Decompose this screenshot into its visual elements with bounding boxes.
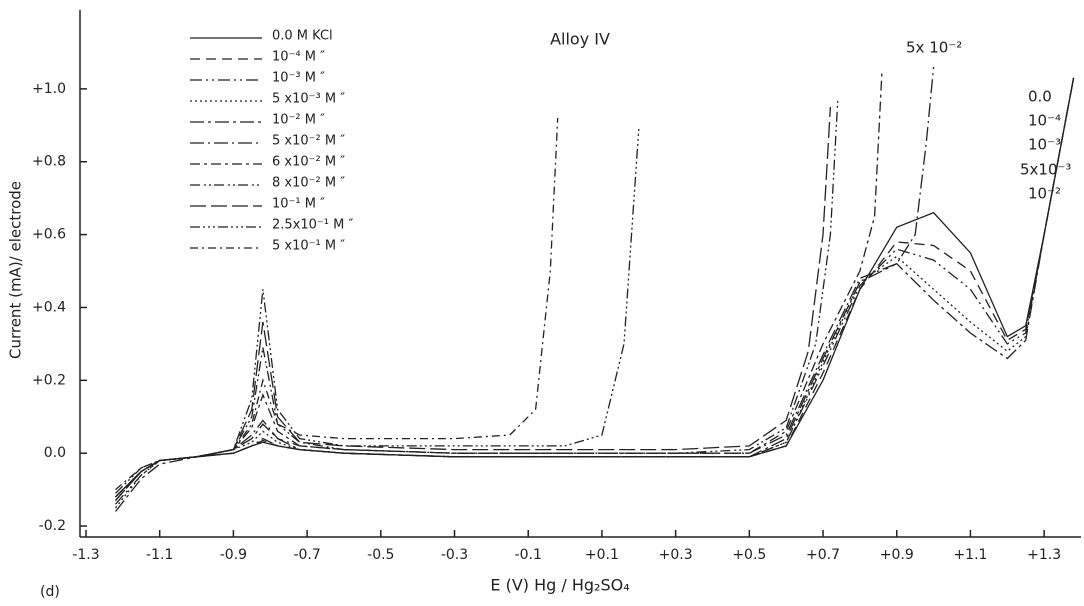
- legend-label: 5 x10⁻² M ″: [272, 134, 345, 149]
- y-tick-label: +0.6: [32, 227, 66, 243]
- x-tick-label: -0.3: [441, 547, 468, 563]
- y-tick-label: +0.2: [32, 372, 66, 388]
- y-tick-label: +1.0: [32, 81, 66, 97]
- y-axis-label: Current (mA)/ electrode: [7, 181, 25, 359]
- x-tick-label: +0.1: [585, 547, 619, 563]
- panel-label: (d): [40, 584, 60, 600]
- legend-label: 8 x10⁻² M ″: [272, 176, 345, 191]
- legend-label: 5 x10⁻³ M ″: [272, 92, 345, 107]
- x-tick-label: +0.7: [806, 547, 840, 563]
- legend-label: 2.5x10⁻¹ M ″: [272, 218, 353, 233]
- curve-annotation: 10⁻³: [1028, 136, 1061, 154]
- x-tick-label: -0.9: [220, 547, 247, 563]
- legend-label: 10⁻² M ″: [272, 113, 325, 128]
- legend-label: 10⁻¹ M ″: [272, 197, 325, 212]
- y-tick-label: +0.4: [32, 299, 66, 315]
- x-tick-label: -1.3: [72, 547, 99, 563]
- x-tick-label: +0.9: [880, 547, 914, 563]
- x-axis-label: E (V) Hg / Hg₂SO₄: [490, 576, 629, 595]
- x-tick-label: -1.1: [146, 547, 173, 563]
- x-tick-label: +0.3: [659, 547, 693, 563]
- curve-annotation: 10⁻²: [1028, 185, 1061, 203]
- legend-label: 10⁻⁴ M ″: [272, 50, 325, 65]
- chart-title: Alloy IV: [550, 30, 610, 49]
- data-line: [114, 77, 1075, 512]
- legend-label: 10⁻³ M ″: [272, 71, 325, 86]
- data-line: [115, 70, 883, 498]
- legend-label: 6 x10⁻² M ″: [272, 155, 345, 170]
- x-tick-label: -0.7: [293, 547, 320, 563]
- curve-annotation: 0.0: [1028, 88, 1052, 106]
- y-tick-label: +0.8: [32, 154, 66, 170]
- data-line: [115, 99, 839, 498]
- data-line: [115, 107, 832, 498]
- curve-annotation: 5x 10⁻²: [906, 39, 962, 57]
- curve-annotation: 5x10⁻³: [1020, 161, 1071, 179]
- y-tick-label: -0.2: [39, 518, 66, 534]
- x-tick-label: +0.5: [732, 547, 766, 563]
- x-tick-label: -0.5: [367, 547, 394, 563]
- x-tick-label: +1.1: [953, 547, 987, 563]
- x-tick-label: +1.3: [1027, 547, 1061, 563]
- y-tick-label: 0.0: [44, 445, 66, 461]
- data-line: [115, 77, 1075, 502]
- curve-annotation: 10⁻⁴: [1028, 112, 1061, 130]
- x-tick-label: -0.1: [515, 547, 542, 563]
- data-line: [115, 117, 559, 491]
- legend-label: 0.0 M KCl: [272, 29, 333, 44]
- data-line: [115, 77, 1075, 505]
- legend-label: 5 x10⁻¹ M ″: [272, 239, 345, 254]
- data-line: [115, 128, 640, 494]
